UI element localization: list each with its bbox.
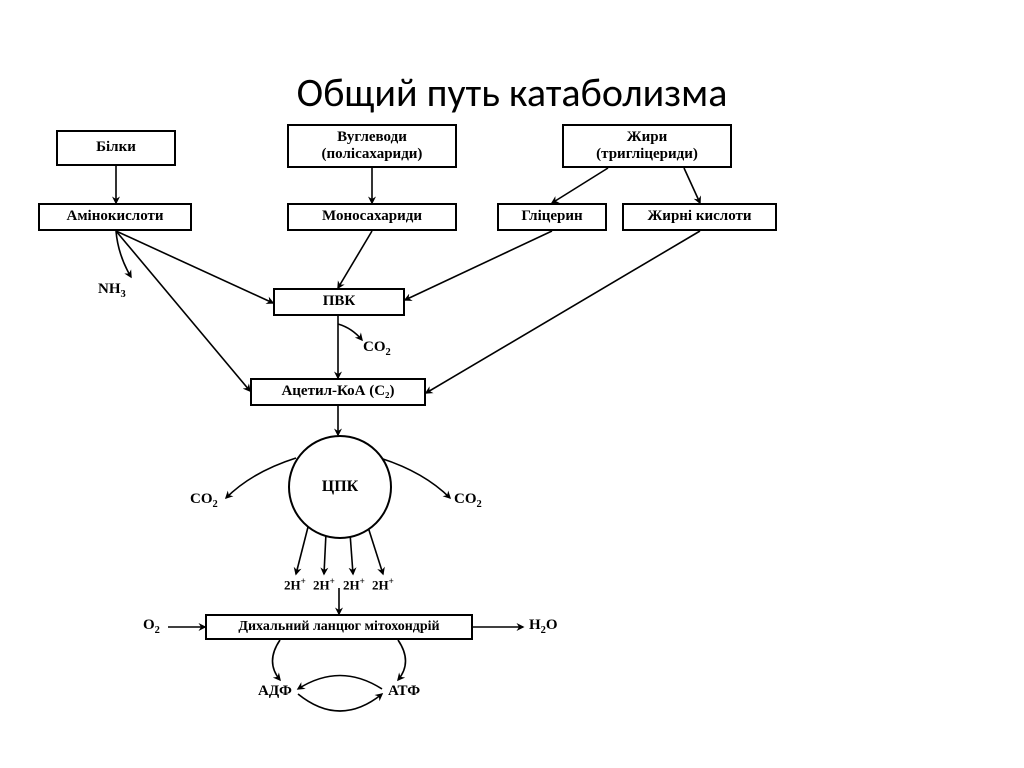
edge-arc2 [298, 676, 382, 690]
edge-e3b [684, 168, 700, 203]
label-h2: 2H+ [313, 577, 335, 591]
node-zhyry: Жири(тригліцериди) [562, 124, 732, 168]
edge-e4a [116, 231, 131, 277]
label-h3: 2H+ [343, 577, 365, 591]
edge-e4b [116, 231, 273, 303]
label-o2: O2 [143, 618, 160, 637]
label-co2r: CO2 [454, 492, 482, 511]
diagram-stage: Общий путь катаболизма Білки Вуглеводи(по… [0, 0, 1024, 768]
node-pvk: ПВК [273, 288, 405, 316]
label-atf: АТФ [388, 684, 420, 699]
edge-ea1 [273, 640, 281, 680]
edge-ecl [226, 458, 296, 498]
edge-eh4 [368, 527, 383, 574]
edge-e4c [116, 231, 250, 391]
label-co2a: CO2 [363, 340, 391, 359]
label-nh3: NH3 [98, 282, 126, 301]
node-glycerin: Гліцерин [497, 203, 607, 231]
node-bilky: Білки [56, 130, 176, 166]
edge-eh3 [350, 533, 353, 574]
edge-eh1 [296, 527, 308, 574]
node-resp: Дихальний ланцюг мітохондрій [205, 614, 473, 640]
node-amino: Амінокислоти [38, 203, 192, 231]
edge-e3a [552, 168, 608, 203]
edge-e8co [338, 324, 362, 340]
node-mono: Моносахариди [287, 203, 457, 231]
edge-e5 [338, 231, 372, 288]
edge-e6 [405, 231, 552, 300]
edge-e7 [426, 231, 700, 393]
node-vugl: Вуглеводи(полісахариди) [287, 124, 457, 168]
edge-ea2 [398, 640, 406, 680]
node-cpk: ЦПК [288, 435, 392, 539]
node-fatty: Жирні кислоти [622, 203, 777, 231]
label-h2o: H2O [529, 618, 558, 637]
page-title: Общий путь катаболизма [0, 68, 1024, 117]
label-adf: АДФ [258, 684, 292, 699]
label-co2l: CO2 [190, 492, 218, 511]
label-h4: 2H+ [372, 577, 394, 591]
node-acetyl: Ацетил-КоА (С₂) [250, 378, 426, 406]
edge-arc [298, 694, 382, 711]
edge-eh2 [324, 533, 326, 574]
label-h1: 2H+ [284, 577, 306, 591]
